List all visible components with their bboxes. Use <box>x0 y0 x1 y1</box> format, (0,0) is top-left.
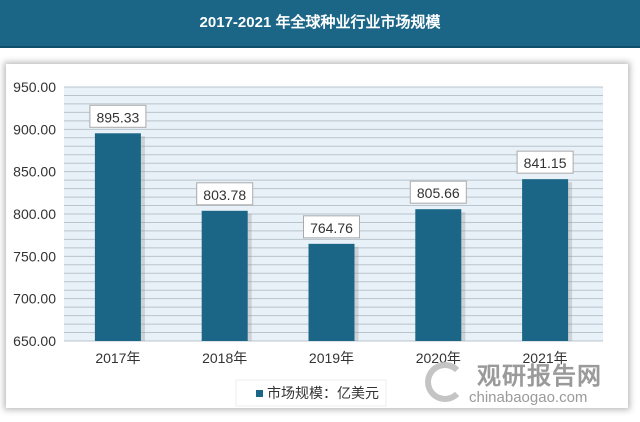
data-label-box <box>303 215 360 239</box>
data-label-box <box>409 180 467 204</box>
x-tick-label: 2021年 <box>523 350 568 366</box>
data-label-box <box>196 182 254 206</box>
bar <box>308 243 355 341</box>
watermark: 观研报告网 chinabaogao.com <box>425 356 602 406</box>
watermark-logo-icon <box>425 362 465 402</box>
bar <box>522 179 569 341</box>
bar <box>201 210 248 341</box>
y-tick-label: 900.00 <box>13 121 56 137</box>
legend-swatch <box>256 390 263 397</box>
data-label-box <box>89 104 147 128</box>
data-label: 764.76 <box>310 220 353 236</box>
data-label: 805.66 <box>417 185 460 201</box>
chart-title: 2017-2021 年全球种业行业市场规模 <box>0 0 640 48</box>
y-tick-label: 800.00 <box>13 206 56 222</box>
legend-label: 市场规模：亿美元 <box>267 385 379 401</box>
x-tick-label: 2019年 <box>309 350 354 366</box>
watermark-cn: 观研报告网 <box>477 363 602 390</box>
y-tick-label: 750.00 <box>13 248 56 264</box>
x-tick-label: 2018年 <box>202 350 247 366</box>
y-tick-label: 950.00 <box>13 79 56 95</box>
x-tick-label: 2017年 <box>95 350 140 366</box>
bar <box>415 209 462 341</box>
data-label: 841.15 <box>524 155 567 171</box>
bar <box>94 133 141 341</box>
data-label: 895.33 <box>96 109 139 125</box>
y-tick-label: 850.00 <box>13 164 56 180</box>
y-tick-label: 700.00 <box>13 291 56 307</box>
y-tick-label: 650.00 <box>13 333 56 349</box>
watermark-en: chinabaogao.com <box>469 389 588 406</box>
data-label: 803.78 <box>203 187 246 203</box>
data-label-box <box>516 150 574 174</box>
